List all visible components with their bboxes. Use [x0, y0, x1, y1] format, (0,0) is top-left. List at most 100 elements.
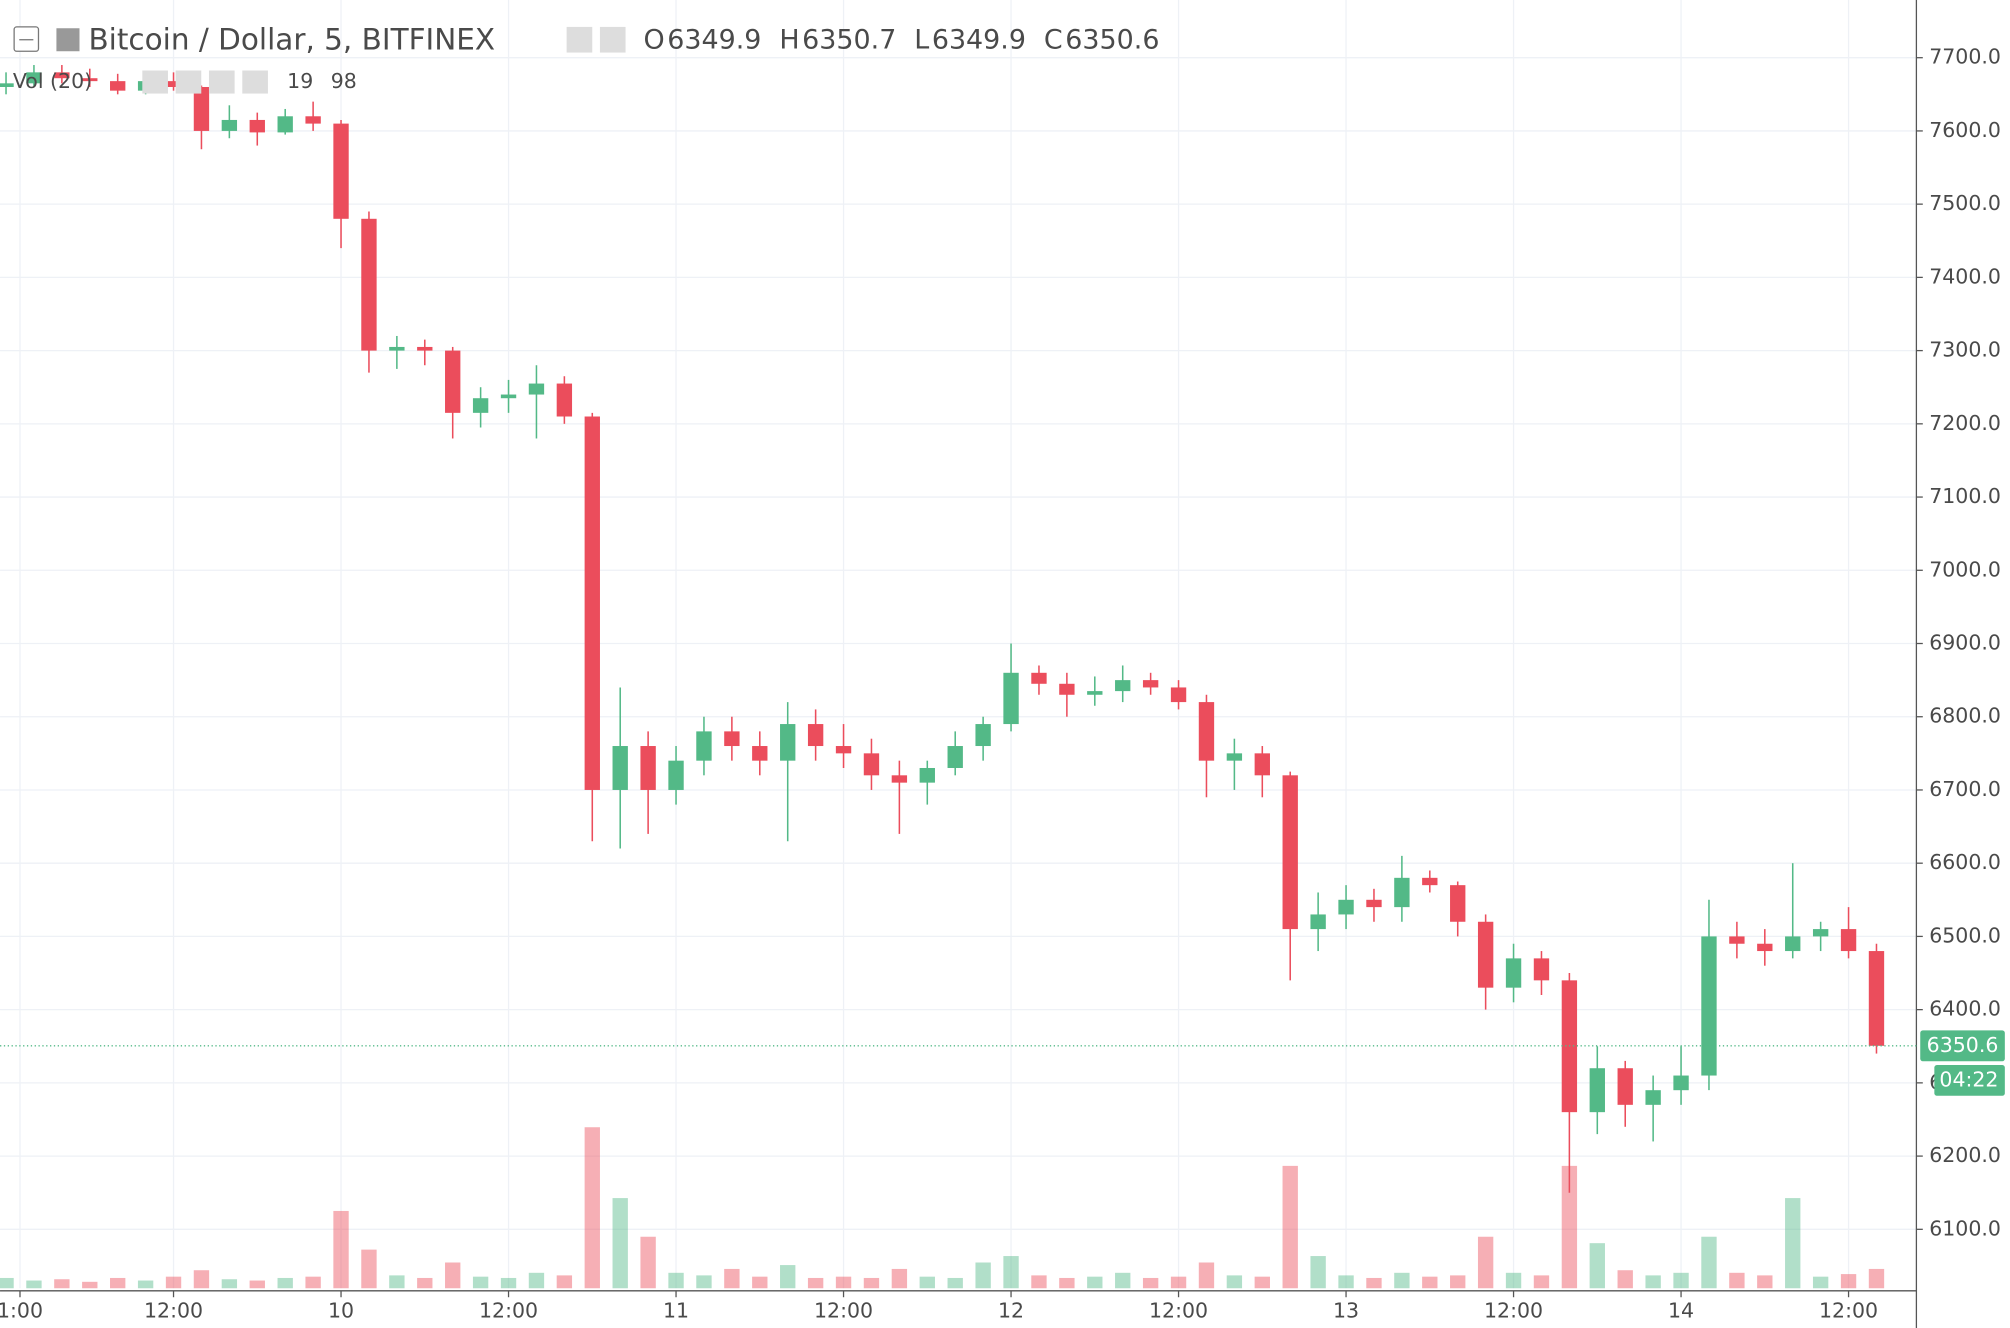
volume-bar — [26, 1280, 42, 1289]
ohlc-key: L — [914, 25, 929, 56]
volume-bar — [277, 1277, 293, 1289]
vol-eye-button[interactable] — [142, 70, 168, 94]
grid — [0, 0, 1917, 1289]
ohlc-value: 6349.9 — [667, 25, 761, 56]
candle-body — [417, 346, 433, 351]
candle-body — [1505, 958, 1522, 988]
candle-body — [696, 731, 712, 761]
volume-bar — [1003, 1256, 1019, 1289]
volume-bar — [863, 1277, 880, 1289]
volume-bar — [472, 1276, 489, 1289]
volume-bar — [975, 1262, 991, 1289]
volume-bar — [724, 1268, 740, 1289]
candle-body — [780, 724, 796, 761]
last-price-label: 6350.6 — [1927, 1033, 1999, 1057]
candle-body — [528, 383, 545, 395]
candle-body — [1142, 680, 1159, 688]
volume-bar — [1450, 1275, 1466, 1289]
y-tick-label: 7000.0 — [1929, 557, 2001, 581]
volume-bar — [1115, 1272, 1131, 1289]
volume-bar — [1533, 1275, 1550, 1289]
candle-body — [1087, 691, 1103, 695]
candle-body — [891, 775, 908, 783]
y-tick-label: 6900.0 — [1929, 631, 2001, 655]
volume-bar — [82, 1281, 98, 1289]
header: Bitcoin / Dollar, 5, BITFINEX Vol (20) 1… — [13, 23, 1159, 94]
volume-bar — [249, 1280, 265, 1289]
candle-body — [165, 81, 182, 87]
vol-add-button[interactable] — [208, 70, 235, 94]
volume-bar — [1142, 1277, 1159, 1289]
volume-bar — [221, 1279, 238, 1289]
x-tick-label: 12:00 — [144, 1298, 203, 1322]
volume-bar — [54, 1279, 70, 1289]
candle-body — [0, 83, 14, 87]
candle-body — [1757, 943, 1773, 952]
candle-body — [1868, 951, 1885, 1046]
candle-body — [1254, 753, 1270, 776]
y-tick-label: 6400.0 — [1929, 997, 2001, 1021]
volume-bar — [1087, 1276, 1103, 1289]
candle-body — [640, 746, 656, 790]
volume-bar — [137, 1280, 154, 1289]
volume-bar — [556, 1275, 573, 1289]
volume-bar — [1170, 1276, 1187, 1289]
candle-body — [1645, 1090, 1661, 1105]
volume-bar — [389, 1275, 405, 1289]
volume-bar — [1673, 1272, 1689, 1289]
candle-body — [1338, 899, 1354, 915]
volume-bar — [1617, 1270, 1633, 1289]
volume-bar — [1394, 1272, 1410, 1289]
candles — [0, 65, 1885, 1193]
flag-icon[interactable] — [56, 28, 80, 52]
volume-bar — [1589, 1243, 1605, 1289]
volume-title: Vol (20) — [13, 69, 92, 93]
y-tick-label: 7300.0 — [1929, 338, 2001, 362]
candle-body — [1840, 929, 1857, 952]
y-tick-label: 7700.0 — [1929, 45, 2001, 69]
settings-button[interactable] — [599, 26, 626, 53]
x-tick-label: 10 — [328, 1298, 354, 1322]
vol-settings-button[interactable] — [175, 70, 202, 94]
candle-body — [389, 346, 405, 351]
candle-body — [1450, 885, 1466, 922]
volume-bar — [1505, 1272, 1522, 1289]
volume-bar — [528, 1272, 545, 1289]
candle-body — [1729, 936, 1745, 944]
symbol-title: Bitcoin / Dollar, 5, BITFINEX — [88, 23, 495, 57]
candle-body — [500, 394, 517, 399]
volume-bar — [333, 1210, 349, 1289]
x-tick-label: 14 — [1668, 1298, 1694, 1322]
volume-bar — [0, 1277, 14, 1289]
candle-body — [193, 86, 210, 131]
y-tick-label: 6500.0 — [1929, 923, 2001, 947]
volume-bar — [1422, 1276, 1438, 1289]
candle-body — [835, 746, 852, 754]
candle-body — [863, 753, 880, 776]
y-tick-label: 7600.0 — [1929, 118, 2001, 142]
volume-bar — [1477, 1236, 1494, 1289]
candle-body — [556, 383, 573, 417]
volume-bar — [1561, 1165, 1578, 1289]
candle-body — [249, 119, 265, 133]
candle-body — [947, 746, 963, 768]
collapse-button[interactable] — [13, 26, 40, 52]
x-tick-label: 12:00 — [1484, 1298, 1543, 1322]
candle-body — [333, 123, 349, 219]
candle-body — [1282, 775, 1298, 930]
y-tick-label: 6200.0 — [1929, 1143, 2001, 1167]
candle-body — [1533, 958, 1550, 981]
volume-bar — [1366, 1277, 1382, 1289]
volume-bar — [1812, 1276, 1829, 1289]
candle-body — [445, 350, 461, 413]
y-tick-label: 7500.0 — [1929, 191, 2001, 215]
eye-button[interactable] — [566, 26, 593, 53]
candle-body — [1310, 914, 1326, 930]
volume-bar — [780, 1265, 796, 1289]
volume-bar — [612, 1198, 628, 1289]
vol-remove-button[interactable] — [242, 70, 268, 94]
volume-bar — [193, 1270, 210, 1289]
x-tick-label: 12:00 — [479, 1298, 538, 1322]
volume-bar — [500, 1277, 517, 1289]
